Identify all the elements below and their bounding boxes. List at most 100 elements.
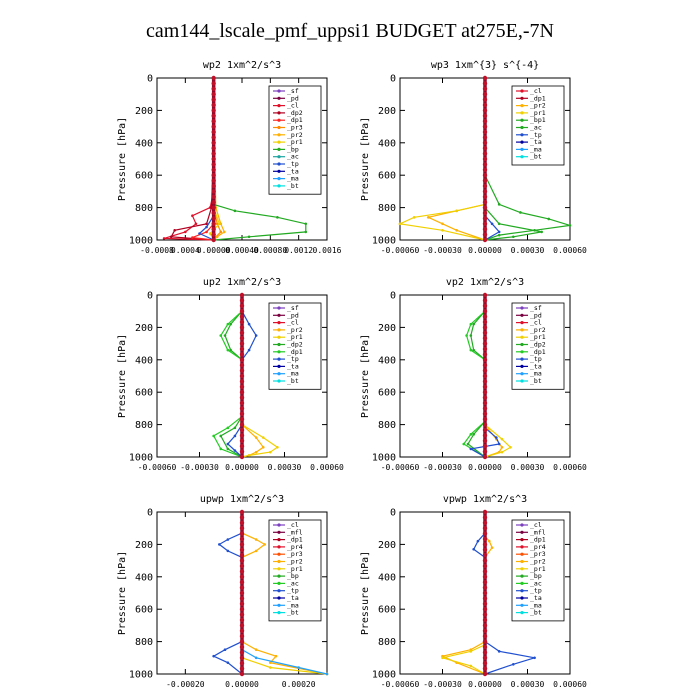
- zero-profile-marker: [482, 325, 488, 330]
- zero-profile-marker: [482, 298, 488, 303]
- data-point: [472, 547, 475, 551]
- legend-marker: [277, 523, 281, 527]
- y-tick-label: 200: [378, 106, 396, 117]
- data-point: [218, 543, 221, 546]
- y-tick-label: 1000: [372, 670, 396, 681]
- x-tick-label: -0.00030: [423, 463, 462, 472]
- legend-marker: [277, 328, 281, 332]
- legend-label: _pr3: [287, 550, 303, 558]
- zero-profile-marker: [239, 612, 245, 617]
- series-line-dp2: [219, 295, 243, 458]
- zero-profile-marker: [482, 542, 488, 547]
- zero-profile-marker: [239, 666, 245, 671]
- zero-profile-marker: [211, 227, 216, 232]
- x-tick-label: 0.00000: [468, 680, 502, 689]
- zero-profile-marker: [482, 113, 488, 119]
- legend-label: _pd: [287, 94, 299, 102]
- zero-profile-marker: [211, 108, 216, 113]
- zero-profile-marker: [239, 373, 245, 379]
- data-point: [269, 661, 272, 664]
- legend-label: _bp: [287, 145, 299, 153]
- legend-marker: [520, 96, 524, 100]
- data-point: [269, 450, 272, 454]
- legend-label: _bt: [530, 609, 542, 617]
- zero-profile-marker: [482, 336, 488, 341]
- zero-profile-marker: [211, 221, 216, 226]
- legend-label: _ta: [287, 594, 299, 602]
- data-point: [490, 222, 494, 226]
- data-point: [500, 437, 504, 441]
- legend-label: _cl: [287, 102, 299, 110]
- zero-profile-marker: [239, 601, 245, 606]
- legend-marker: [520, 574, 524, 578]
- data-point: [325, 672, 329, 676]
- zero-profile-marker: [239, 671, 245, 677]
- zero-profile-marker: [482, 97, 488, 102]
- data-point: [533, 656, 536, 660]
- chart-wp2: wp2 1xm^2/s^3 Pressure [hPa] 0 200 400 600 800…: [117, 60, 342, 255]
- data-point: [229, 348, 232, 352]
- zero-profile-marker: [239, 623, 245, 628]
- data-point: [276, 216, 279, 219]
- legend-label: _pr2: [530, 558, 546, 566]
- x-tick-label: -0.00060: [381, 463, 420, 472]
- x-tick-label: 0.00040: [225, 246, 259, 255]
- legend-marker: [277, 603, 281, 607]
- legend-label: _pr1: [530, 333, 546, 341]
- zero-profile-marker: [482, 341, 488, 346]
- data-point: [462, 442, 466, 446]
- x-tick-label: 0.00060: [553, 463, 587, 472]
- data-point: [490, 546, 494, 549]
- data-point: [276, 445, 279, 449]
- data-point: [263, 543, 266, 546]
- zero-profile-marker: [482, 194, 488, 199]
- chart-title: upwp 1xm^2/s^3: [200, 494, 284, 505]
- zero-profile-marker: [239, 384, 245, 389]
- legend-marker: [277, 133, 281, 137]
- data-point: [226, 348, 230, 352]
- y-tick-label: 400: [378, 138, 396, 149]
- zero-profile-marker: [482, 390, 488, 395]
- zero-profile-marker: [482, 216, 488, 221]
- zero-profile-marker: [211, 216, 216, 221]
- legend-marker: [520, 306, 524, 310]
- legend-marker: [277, 559, 281, 564]
- legend-label: _bt: [287, 377, 299, 385]
- legend-label: _ta: [530, 362, 542, 370]
- chart-title: wp3 1xm^{3} s^{-4}: [431, 60, 539, 71]
- legend-label: _ma: [530, 370, 542, 378]
- data-point: [219, 434, 223, 438]
- legend-label: _pd: [530, 311, 542, 319]
- x-tick-label: 0.00000: [468, 246, 502, 255]
- zero-profile-marker: [482, 92, 488, 97]
- zero-profile-marker: [211, 81, 216, 86]
- zero-profile-marker: [482, 526, 488, 531]
- data-point: [540, 230, 543, 234]
- data-point: [223, 648, 227, 651]
- x-tick-label: -0.00030: [180, 463, 219, 472]
- data-point: [222, 230, 226, 234]
- legend-label: _dp1: [530, 348, 546, 356]
- data-point: [304, 222, 308, 226]
- zero-profile-marker: [482, 151, 488, 156]
- data-point: [497, 650, 501, 653]
- zero-profile-marker: [482, 536, 488, 542]
- legend-box: [268, 302, 322, 390]
- data-point: [269, 666, 272, 669]
- legend-marker: [520, 603, 524, 607]
- data-point: [500, 450, 504, 454]
- zero-profile-marker: [239, 639, 245, 644]
- legend-label: _pr1: [287, 333, 303, 341]
- y-tick-label: 200: [378, 540, 396, 551]
- zero-profile-marker: [239, 303, 245, 308]
- zero-profile-marker: [211, 210, 216, 216]
- data-point: [219, 334, 223, 337]
- legend-label: _dp1: [530, 94, 546, 102]
- data-point: [472, 348, 475, 352]
- zero-profile-marker: [211, 183, 216, 189]
- data-point: [476, 539, 480, 543]
- chart-up2: up2 1xm^2/s^3 Pressure [hPa] 0 200 400 600 800…: [117, 277, 344, 472]
- zero-profile-marker: [239, 314, 245, 319]
- data-point: [512, 235, 515, 239]
- zero-profile-marker: [482, 417, 488, 422]
